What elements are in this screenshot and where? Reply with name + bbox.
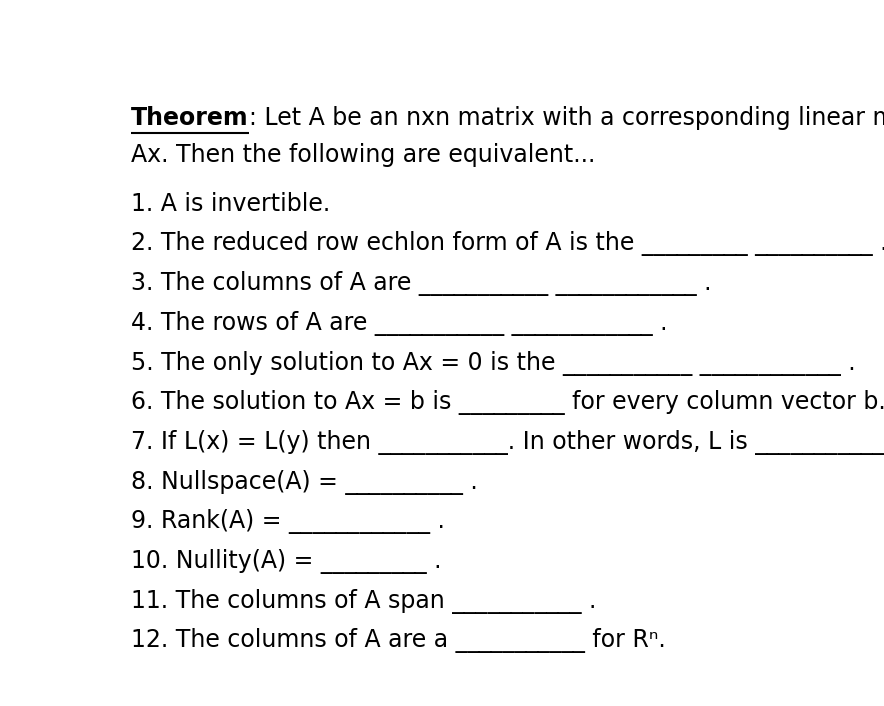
Text: 1. A is invertible.: 1. A is invertible. [131,192,331,216]
Text: 7. If L(x) = L(y) then ___________. In other words, L is ______________ .: 7. If L(x) = L(y) then ___________. In o… [131,430,884,455]
Text: 2. The reduced row echlon form of A is the _________ __________ .: 2. The reduced row echlon form of A is t… [131,232,884,256]
Text: Theorem: Theorem [131,107,248,131]
Text: 8. Nullspace(A) = __________ .: 8. Nullspace(A) = __________ . [131,469,478,495]
Text: 12. The columns of A are a ___________ for Rⁿ.: 12. The columns of A are a ___________ f… [131,628,666,653]
Text: 4. The rows of A are ___________ ____________ .: 4. The rows of A are ___________ _______… [131,311,667,336]
Text: 10. Nullity(A) = _________ .: 10. Nullity(A) = _________ . [131,549,441,574]
Text: 3. The columns of A are ___________ ____________ .: 3. The columns of A are ___________ ____… [131,271,712,297]
Text: 11. The columns of A span ___________ .: 11. The columns of A span ___________ . [131,589,597,614]
Text: Ax. Then the following are equivalent...: Ax. Then the following are equivalent... [131,143,596,167]
Text: 5. The only solution to Ax = 0 is the ___________ ____________ .: 5. The only solution to Ax = 0 is the __… [131,351,856,376]
Text: 9. Rank(A) = ____________ .: 9. Rank(A) = ____________ . [131,509,445,534]
Text: : Let A be an nxn matrix with a corresponding linear mapping L(: : Let A be an nxn matrix with a correspo… [248,107,884,131]
Text: 6. The solution to Ax = b is _________ for every column vector b.: 6. The solution to Ax = b is _________ f… [131,390,884,415]
